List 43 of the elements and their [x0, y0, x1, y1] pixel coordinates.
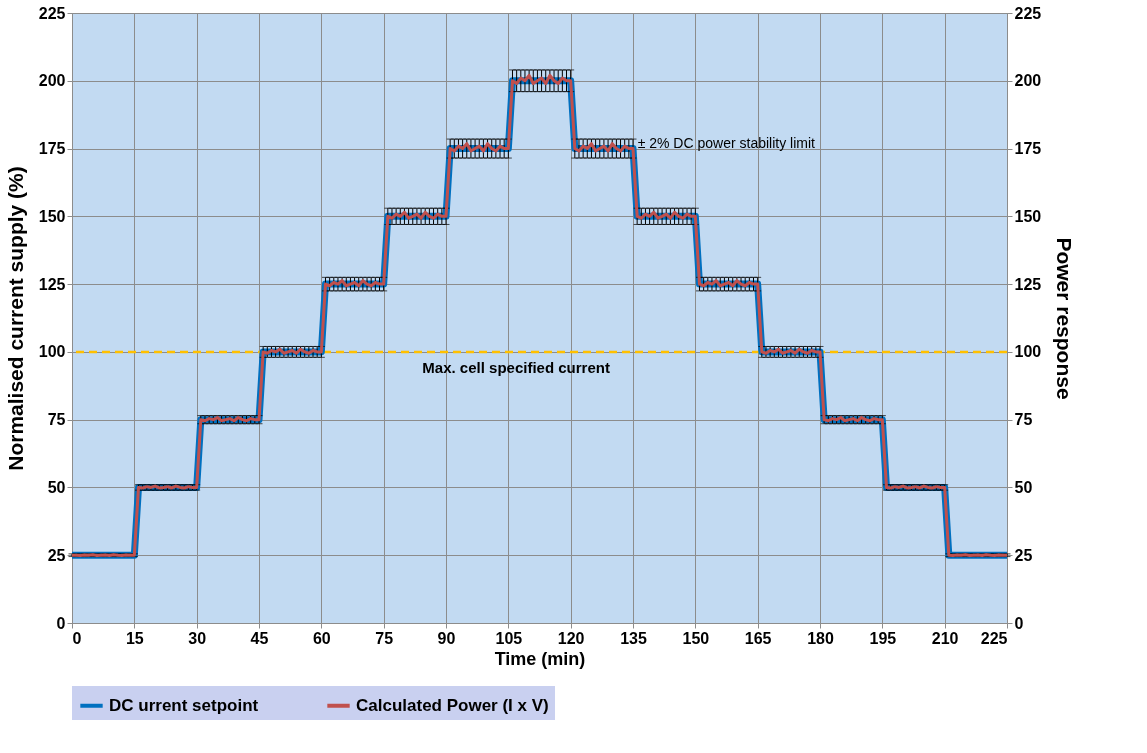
y-tick-label: 100 [38, 343, 66, 361]
y-tick-label: 75 [47, 411, 66, 429]
x-axis-title: Time (min) [494, 648, 586, 669]
x-tick-label: 75 [375, 629, 394, 647]
y2-axis-title: Power response [1053, 237, 1077, 400]
x-tick-label: 165 [744, 629, 772, 647]
legend-label: DC urrent setpoint [109, 695, 259, 715]
y-tick-label: 150 [38, 207, 66, 225]
y-tick-label: 175 [38, 140, 66, 158]
y2-tick-label: 175 [1014, 140, 1042, 158]
x-tick-label: 30 [188, 629, 207, 647]
x-tick-label: 15 [125, 629, 144, 647]
y2-tick-label: 225 [1014, 4, 1042, 22]
y2-tick-label: 200 [1014, 72, 1042, 90]
ref-line-label: Max. cell specified current [422, 358, 610, 376]
x-tick-label: 180 [807, 629, 834, 647]
x-tick-label: 45 [250, 629, 269, 647]
y-axis-title: Normalised current supply (%) [3, 166, 27, 471]
legend-label: Calculated Power (I x V) [356, 695, 549, 715]
y2-tick-label: 0 [1014, 614, 1024, 632]
y-tick-label: 50 [47, 478, 66, 496]
y2-tick-label: 75 [1014, 411, 1033, 429]
annotation: ± 2% DC power stability limit [637, 135, 816, 152]
y-tick-label: 200 [38, 72, 66, 90]
x-tick-label: 60 [312, 629, 331, 647]
x-tick-label: 210 [931, 629, 959, 647]
x-tick-label: 135 [620, 629, 647, 647]
x-tick-label: 195 [869, 629, 897, 647]
y-tick-label: 225 [38, 4, 66, 22]
y2-tick-label: 50 [1014, 478, 1033, 496]
y2-tick-label: 25 [1014, 546, 1033, 564]
y2-tick-label: 100 [1014, 343, 1042, 361]
y2-tick-label: 150 [1014, 207, 1042, 225]
x-tick-label: 150 [682, 629, 710, 647]
x-tick-label: 0 [72, 629, 82, 647]
x-tick-label: 90 [437, 629, 456, 647]
y2-tick-label: 125 [1014, 275, 1042, 293]
y-tick-label: 0 [56, 614, 66, 632]
y-tick-label: 125 [38, 275, 66, 293]
y-tick-label: 25 [47, 546, 66, 564]
x-tick-label: 105 [495, 629, 523, 647]
x-tick-label: 225 [980, 629, 1008, 647]
x-tick-label: 120 [557, 629, 585, 647]
